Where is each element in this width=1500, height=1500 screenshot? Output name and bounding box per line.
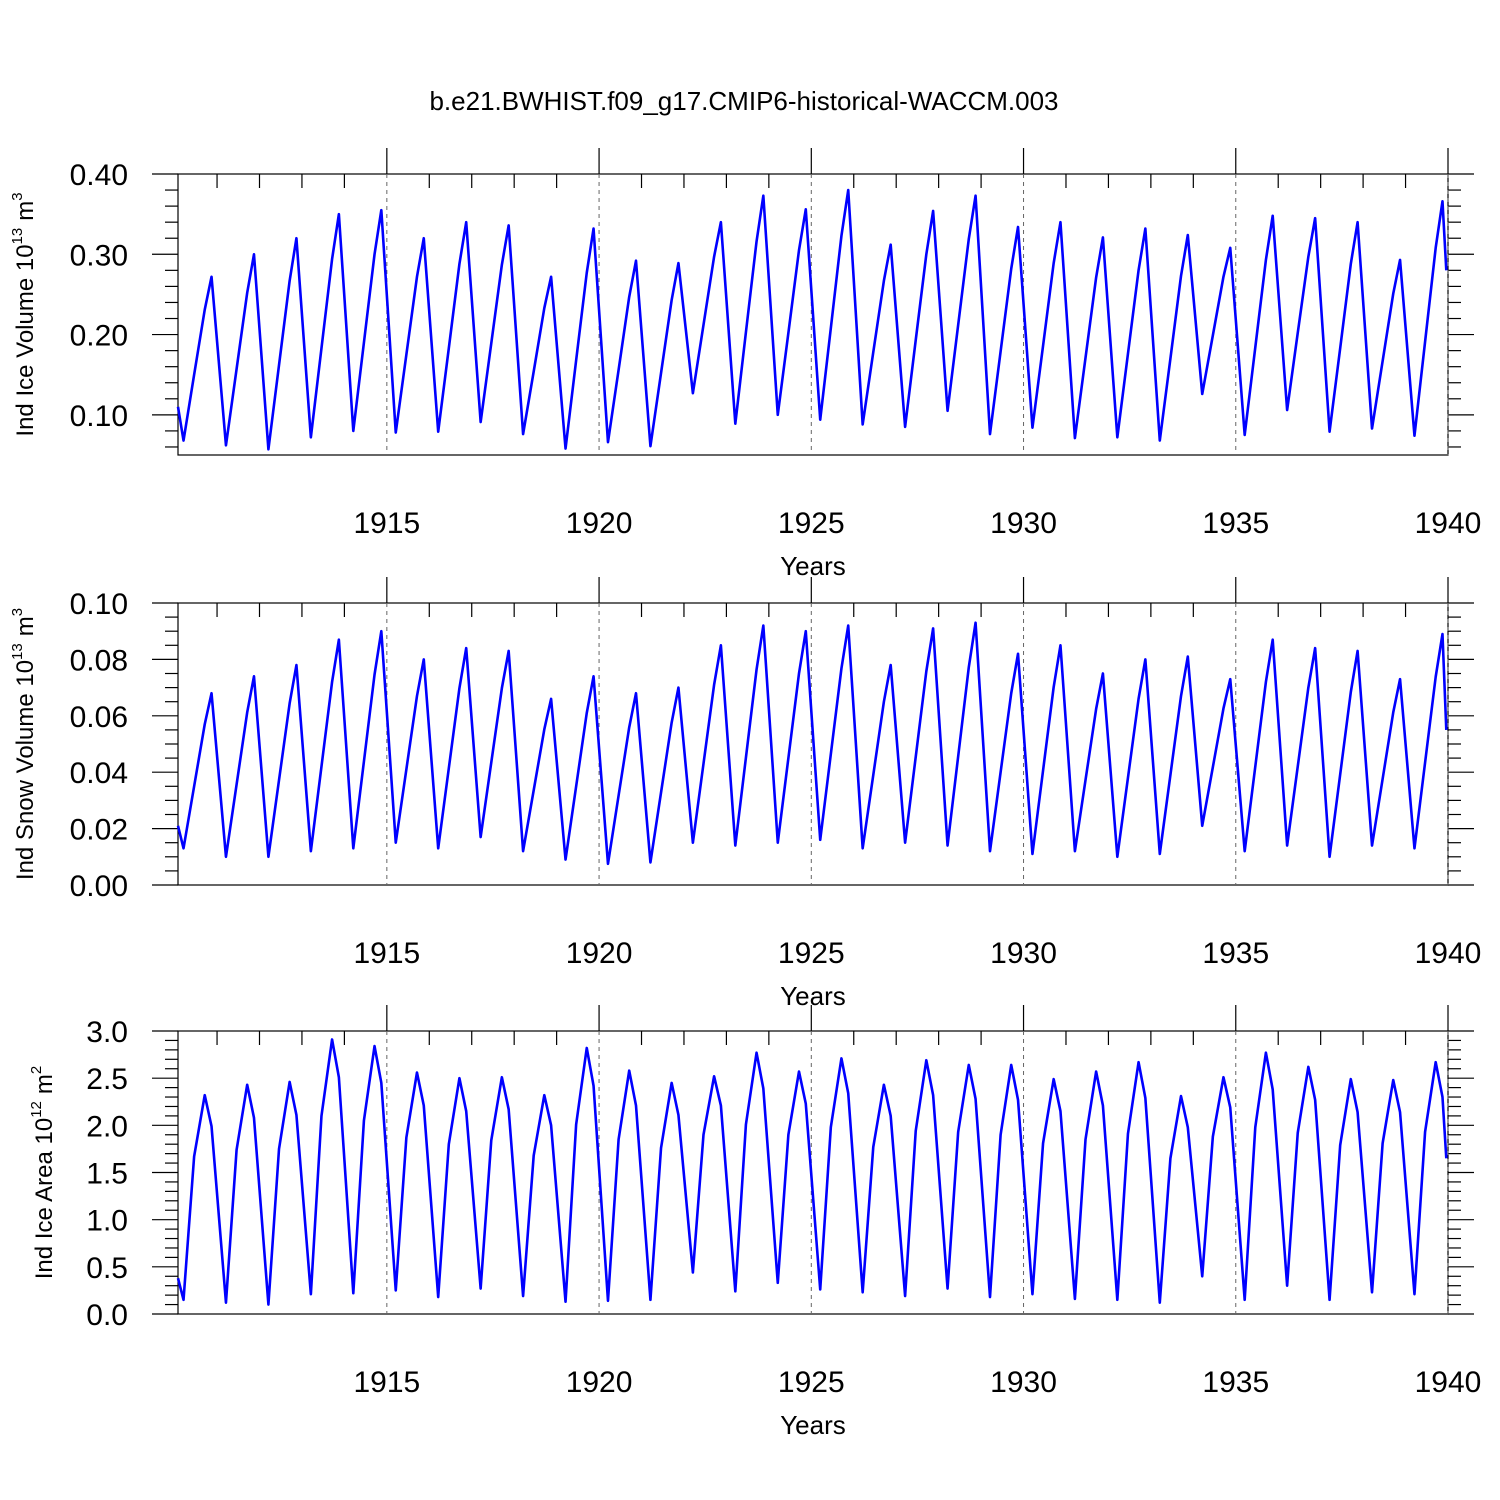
x-tick-label: 1930: [990, 937, 1057, 970]
x-tick-label: 1920: [566, 1366, 633, 1399]
y-tick-label: 0.20: [70, 320, 128, 353]
y-axis-label-text: Ind Ice Volume 10: [12, 244, 39, 436]
y-axis-label-exponent: 13: [9, 228, 26, 245]
x-tick-label: 1915: [353, 1366, 420, 1399]
y-axis-label: Ind Ice Area 1012 m2: [28, 1066, 58, 1279]
x-tick-label: 1915: [353, 507, 420, 540]
y-axis-label-text: Ind Ice Area 10: [31, 1118, 58, 1279]
y-tick-label: 0.40: [70, 159, 128, 192]
y-tick-label: 1.5: [86, 1158, 128, 1191]
x-axis-label: Years: [780, 981, 846, 1011]
x-tick-label: 1930: [990, 1366, 1057, 1399]
data-line: [176, 1038, 1448, 1306]
y-tick-label: 0.5: [86, 1252, 128, 1285]
x-tick-label: 1920: [566, 507, 633, 540]
x-tick-label: 1930: [990, 507, 1057, 540]
x-tick-label: 1935: [1202, 937, 1269, 970]
x-tick-label: 1940: [1415, 1366, 1482, 1399]
y-tick-label: 3.0: [86, 1016, 128, 1049]
data-line: [176, 621, 1448, 866]
y-tick-label: 1.0: [86, 1205, 128, 1238]
x-tick-label: 1935: [1202, 1366, 1269, 1399]
y-tick-label: 0.06: [70, 701, 128, 734]
x-tick-label: 1915: [353, 937, 420, 970]
y-tick-label: 2.0: [86, 1110, 128, 1143]
x-tick-label: 1925: [778, 507, 845, 540]
figure-title: b.e21.BWHIST.f09_g17.CMIP6-historical-WA…: [429, 86, 1058, 116]
y-tick-label: 0.04: [70, 757, 128, 790]
y-axis-label-unit: m: [31, 1074, 58, 1094]
y-axis-label-exponent: 13: [9, 643, 26, 660]
x-tick-label: 1935: [1202, 507, 1269, 540]
y-tick-label: 2.5: [86, 1063, 128, 1096]
y-tick-label: 0.0: [86, 1299, 128, 1332]
x-tick-label: 1920: [566, 937, 633, 970]
x-axis-label: Years: [780, 551, 846, 581]
y-tick-label: 0.02: [70, 814, 128, 847]
x-tick-label: 1940: [1415, 937, 1482, 970]
y-axis-label-text: Ind Snow Volume 10: [12, 660, 39, 880]
data-line: [176, 188, 1448, 451]
x-tick-label: 1940: [1415, 507, 1482, 540]
x-tick-label: 1925: [778, 1366, 845, 1399]
x-tick-label: 1925: [778, 937, 845, 970]
y-axis-label-unit: m: [12, 616, 39, 636]
y-axis-label: Ind Snow Volume 1013 m3: [9, 608, 39, 880]
y-tick-label: 0.30: [70, 239, 128, 272]
y-axis-label: Ind Ice Volume 1013 m3: [9, 192, 39, 436]
y-tick-label: 0.10: [70, 400, 128, 433]
y-axis-label-unit-exponent: 2: [28, 1066, 45, 1074]
x-axis-label: Years: [780, 1410, 846, 1440]
plot-frame: [177, 173, 1449, 456]
y-axis-label-unit: m: [12, 201, 39, 221]
y-tick-label: 0.10: [70, 588, 128, 621]
y-tick-label: 0.08: [70, 644, 128, 677]
y-axis-label-exponent: 12: [28, 1101, 45, 1118]
y-axis-label-unit-exponent: 3: [9, 608, 26, 616]
y-tick-label: 0.00: [70, 870, 128, 903]
y-axis-label-unit-exponent: 3: [9, 192, 26, 200]
